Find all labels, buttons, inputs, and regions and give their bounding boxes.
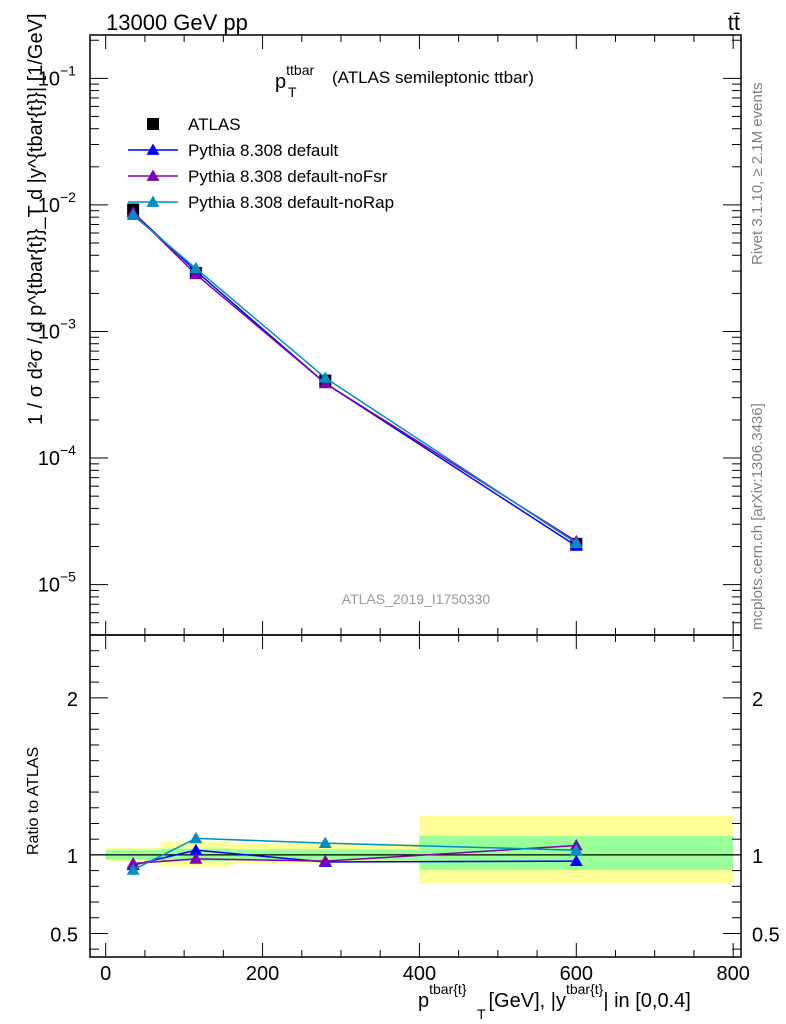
mc-point-triangle	[126, 208, 140, 221]
main-y-tick-label: 10−1	[38, 62, 76, 90]
ratio-series-group	[126, 831, 583, 875]
legend-label: Pythia 8.308 default	[188, 141, 339, 160]
ratio-axis-ticks: 0.5 0.5 1 1 2 2 0 200 400 600 800	[50, 635, 780, 985]
ratio-series-line	[133, 844, 577, 865]
legend: ATLAS Pythia 8.308 default Pythia 8.308 de…	[128, 115, 394, 212]
plot-title-main: p	[275, 71, 286, 93]
legend-marker-triangle	[146, 143, 160, 155]
mcplots-label: mcplots.cern.ch [arXiv:1306.3436]	[749, 403, 766, 630]
main-axis-ticks: 10−1 10−2 10−3 10−4 10−5	[38, 35, 741, 636]
main-series-group	[126, 203, 583, 551]
x-axis-label-sub: T	[477, 1006, 486, 1022]
x-axis-label-sup: tbar{t}	[429, 981, 467, 997]
x-tick-label: 0	[100, 963, 111, 985]
ratio-y-tick-label: 2	[67, 689, 78, 711]
ratio-y-tick-label-right: 0.5	[752, 924, 780, 946]
plot-title-rest: (ATLAS semileptonic ttbar)	[332, 68, 534, 87]
legend-label: Pythia 8.308 default-noRap	[188, 193, 394, 212]
legend-label: Pythia 8.308 default-noFsr	[188, 167, 388, 186]
main-y-tick-label: 10−3	[38, 315, 76, 343]
ratio-series-line	[132, 849, 577, 866]
x-axis-label-main: p	[418, 990, 429, 1012]
mc-point-triangle	[189, 267, 203, 280]
plot-title-sup: ttbar	[286, 62, 314, 78]
ratio-point-triangle	[569, 843, 583, 856]
ratio-series-line	[132, 837, 577, 871]
x-axis-label-end: | in [0,0.4]	[603, 990, 690, 1012]
ratio-y-tick-label-right: 1	[752, 846, 763, 868]
ratio-point-triangle	[189, 843, 203, 856]
energy-label: 13000 GeV pp	[106, 10, 248, 35]
ratio-y-tick-label: 1	[67, 846, 78, 868]
ratio-point-triangle	[569, 854, 583, 867]
ratio-y-tick-label: 0.5	[50, 924, 78, 946]
ratio-plot-frame	[89, 634, 742, 958]
legend-label: ATLAS	[188, 115, 241, 134]
x-axis-label: ptbar{t}[GeV], |ytbar{t}| in [0,0.4]	[418, 981, 691, 1012]
main-series-line	[132, 214, 577, 544]
ratio-point-triangle	[318, 854, 332, 867]
analysis-watermark: ATLAS_2019_I1750330	[342, 591, 491, 607]
ratio-point-triangle	[126, 857, 140, 869]
main-y-tick-label: 10−4	[38, 442, 76, 470]
plot-title: pttbar	[275, 62, 314, 93]
mc-point-triangle	[189, 261, 203, 274]
legend-marker-square	[147, 118, 159, 130]
ratio-point-triangle	[318, 836, 332, 848]
x-axis-label-mid: [GeV], |y	[489, 990, 566, 1012]
x-axis-label-sup2: tbar{t}	[566, 981, 604, 997]
x-tick-label: 400	[403, 963, 436, 985]
legend-marker-triangle	[146, 195, 160, 207]
x-tick-label: 800	[716, 963, 749, 985]
main-series-line	[132, 212, 577, 542]
mc-point-triangle	[569, 536, 583, 548]
ratio-y-tick-label-right: 2	[752, 689, 763, 711]
main-y-axis-label: 1 / σ d²σ / d p^{tbar{t}}_T d |y^{tbar{t…	[25, 13, 47, 425]
plot-title-sub: T	[288, 84, 297, 100]
legend-marker-triangle	[146, 169, 160, 181]
x-tick-label: 600	[560, 963, 593, 985]
ratio-y-axis-label: Ratio to ATLAS	[25, 747, 42, 855]
x-tick-label: 200	[246, 963, 279, 985]
rivet-label: Rivet 3.1.10, ≥ 2.1M events	[749, 83, 766, 266]
main-y-tick-label: 10−2	[38, 189, 76, 217]
main-series-line	[132, 212, 577, 547]
ratio-point-triangle	[189, 852, 203, 864]
ratio-point-triangle	[189, 831, 203, 844]
main-plot-panel: 10−1 10−2 10−3 10−4 10−5 pttbar T (ATLAS sem…	[25, 13, 742, 636]
process-label: tt̄	[728, 10, 740, 35]
ratio-plot-panel: 0.5 0.5 1 1 2 2 0 200 400 600 800 Ratio to ATLAS p…	[25, 634, 780, 1022]
main-y-tick-label: 10−5	[38, 569, 76, 597]
mc-point-triangle	[318, 371, 332, 383]
ratio-point-triangle	[126, 863, 140, 875]
